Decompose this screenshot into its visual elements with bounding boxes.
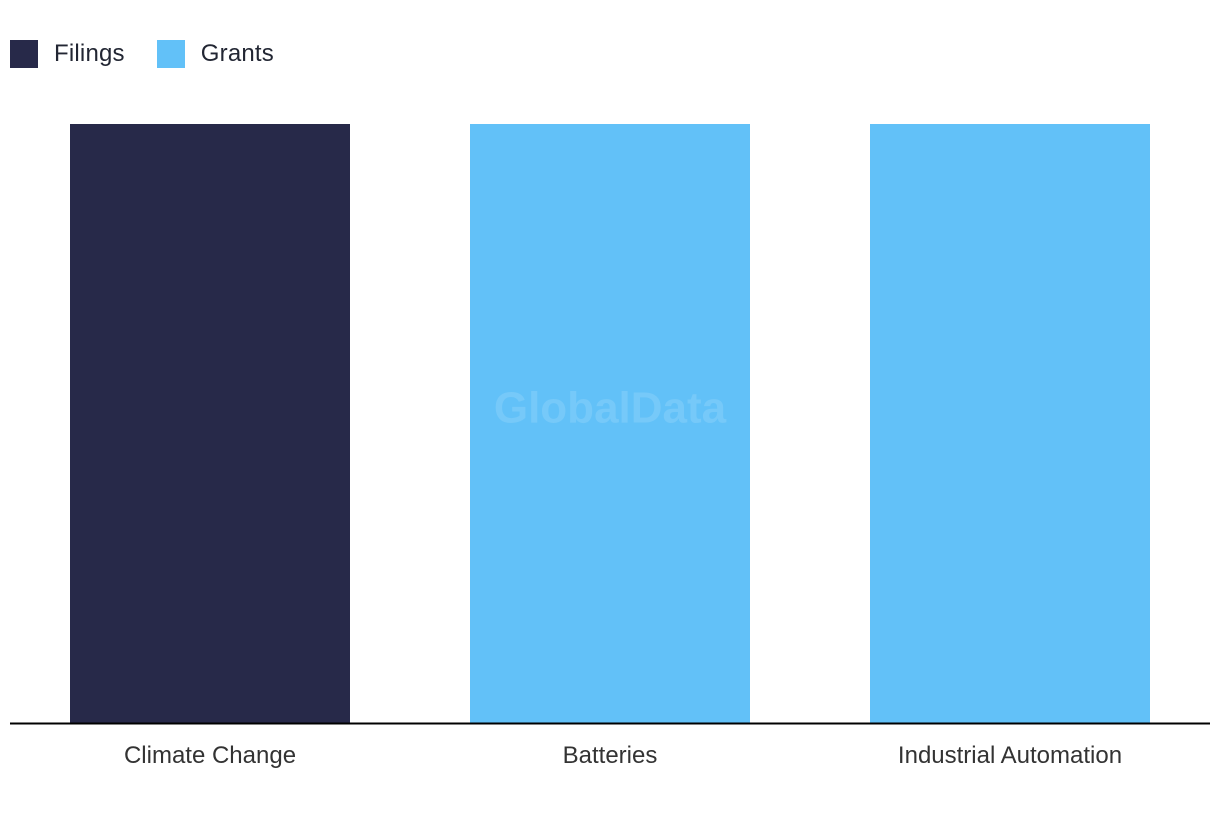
- bars-group: [70, 124, 1150, 723]
- legend-swatch-filings: [10, 40, 38, 68]
- bar-industrial-automation[interactable]: [870, 124, 1150, 723]
- bar-batteries[interactable]: [470, 124, 750, 723]
- x-tick-label: Batteries: [563, 742, 658, 769]
- x-tick-label: Industrial Automation: [898, 742, 1122, 769]
- x-tick-label: Climate Change: [124, 742, 296, 769]
- bar-climate-change[interactable]: [70, 124, 350, 723]
- legend-label-grants: Grants: [200, 40, 274, 67]
- legend-label-filings: Filings: [54, 40, 125, 67]
- x-tick-labels: Climate Change Batteries Industrial Automa…: [124, 742, 1122, 769]
- legend-item-grants[interactable]: Grants: [156, 40, 274, 68]
- watermark: GlobalData: [494, 384, 727, 433]
- legend: Filings Grants: [10, 40, 306, 68]
- legend-item-filings[interactable]: Filings: [10, 40, 125, 68]
- legend-swatch-grants: [156, 40, 185, 68]
